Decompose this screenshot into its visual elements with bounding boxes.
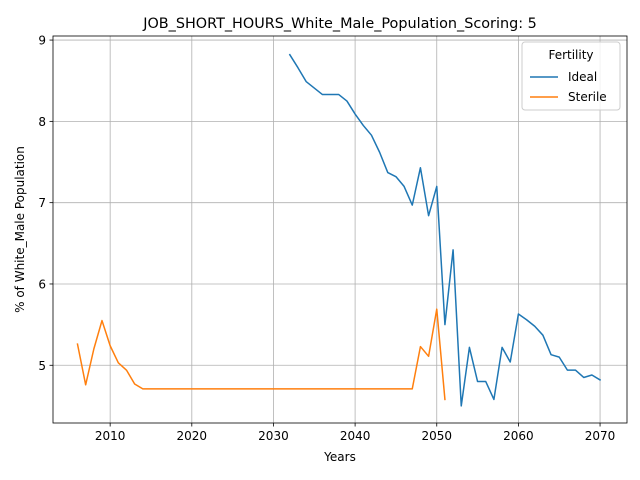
x-axis-label: Years [323,450,356,464]
series-line-sterile [76,308,446,401]
legend: Fertility Ideal Sterile [521,41,621,111]
y-tick-label: 8 [38,115,46,129]
legend-label-sterile: Sterile [568,90,607,104]
y-tick-label: 6 [38,277,46,291]
gridlines [53,36,627,423]
chart-title: JOB_SHORT_HOURS_White_Male_Population_Sc… [142,16,537,32]
x-tick-label: 2060 [503,429,534,443]
x-tick-label: 2010 [95,429,126,443]
legend-label-ideal: Ideal [568,70,597,84]
x-tick-label: 2040 [340,429,371,443]
series-line-ideal [288,53,602,407]
x-tick-label: 2070 [585,429,616,443]
y-tick-label: 5 [38,359,46,373]
axis-ticks: 2010 2020 2030 2040 2050 2060 2070 5 6 7 8 9 [38,34,615,443]
x-tick-label: 2020 [177,429,208,443]
legend-entries: Ideal Sterile [530,70,607,104]
y-tick-label: 7 [38,196,46,210]
plot-frame [52,35,628,424]
series-lines [76,53,602,407]
x-tick-label: 2030 [258,429,289,443]
y-axis-label: % of White_Male Population [13,146,27,313]
x-tick-label: 2050 [421,429,452,443]
legend-box [521,41,621,111]
legend-title: Fertility [548,48,593,62]
y-tick-label: 9 [38,34,46,48]
